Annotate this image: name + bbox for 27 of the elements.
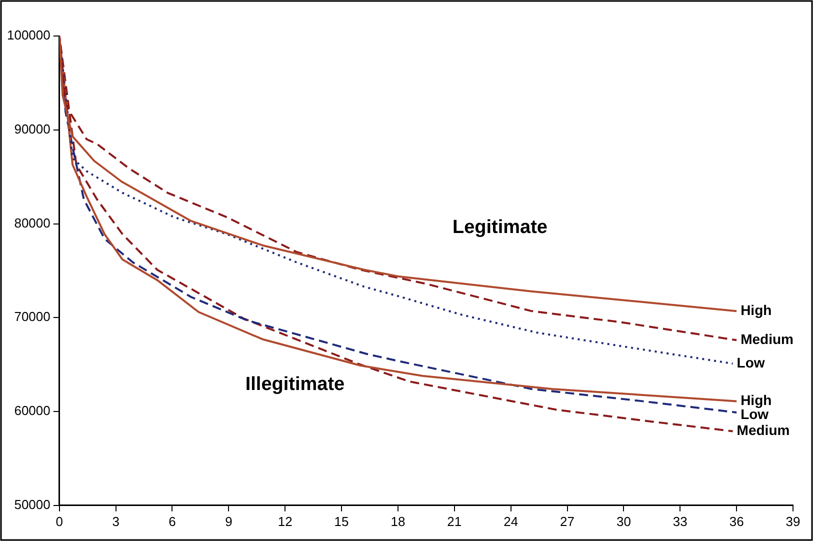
series-label: High: [740, 302, 772, 318]
series-label: Medium: [740, 331, 794, 348]
y-tick-label: 90000: [14, 121, 50, 136]
x-tick-label: 12: [278, 514, 292, 529]
series-label: Medium: [736, 422, 790, 438]
annotation: Illegitimate: [245, 374, 345, 396]
series-label: Low: [736, 354, 765, 370]
x-tick-label: 21: [447, 514, 462, 529]
x-tick-label: 39: [786, 514, 800, 529]
y-tick-label: 50000: [14, 496, 50, 512]
y-tick-label: 70000: [14, 309, 50, 324]
x-tick-label: 30: [616, 514, 631, 529]
y-tick-label: 60000: [14, 403, 50, 418]
y-tick-label: 100000: [6, 28, 50, 43]
x-tick-label: 24: [504, 514, 518, 529]
x-tick-label: 18: [390, 514, 406, 529]
x-tick-label: 3: [112, 514, 120, 529]
x-tick-label: 9: [225, 514, 232, 529]
annotation: Legitimate: [452, 217, 548, 239]
x-tick-label: 27: [560, 514, 575, 529]
x-tick-label: 0: [56, 514, 63, 529]
series-label: High: [740, 392, 772, 408]
x-tick-label: 36: [729, 514, 744, 529]
y-tick-label: 80000: [14, 215, 50, 230]
x-tick-label: 33: [672, 514, 688, 529]
x-tick-label: 15: [334, 514, 349, 529]
x-tick-label: 6: [168, 514, 176, 529]
